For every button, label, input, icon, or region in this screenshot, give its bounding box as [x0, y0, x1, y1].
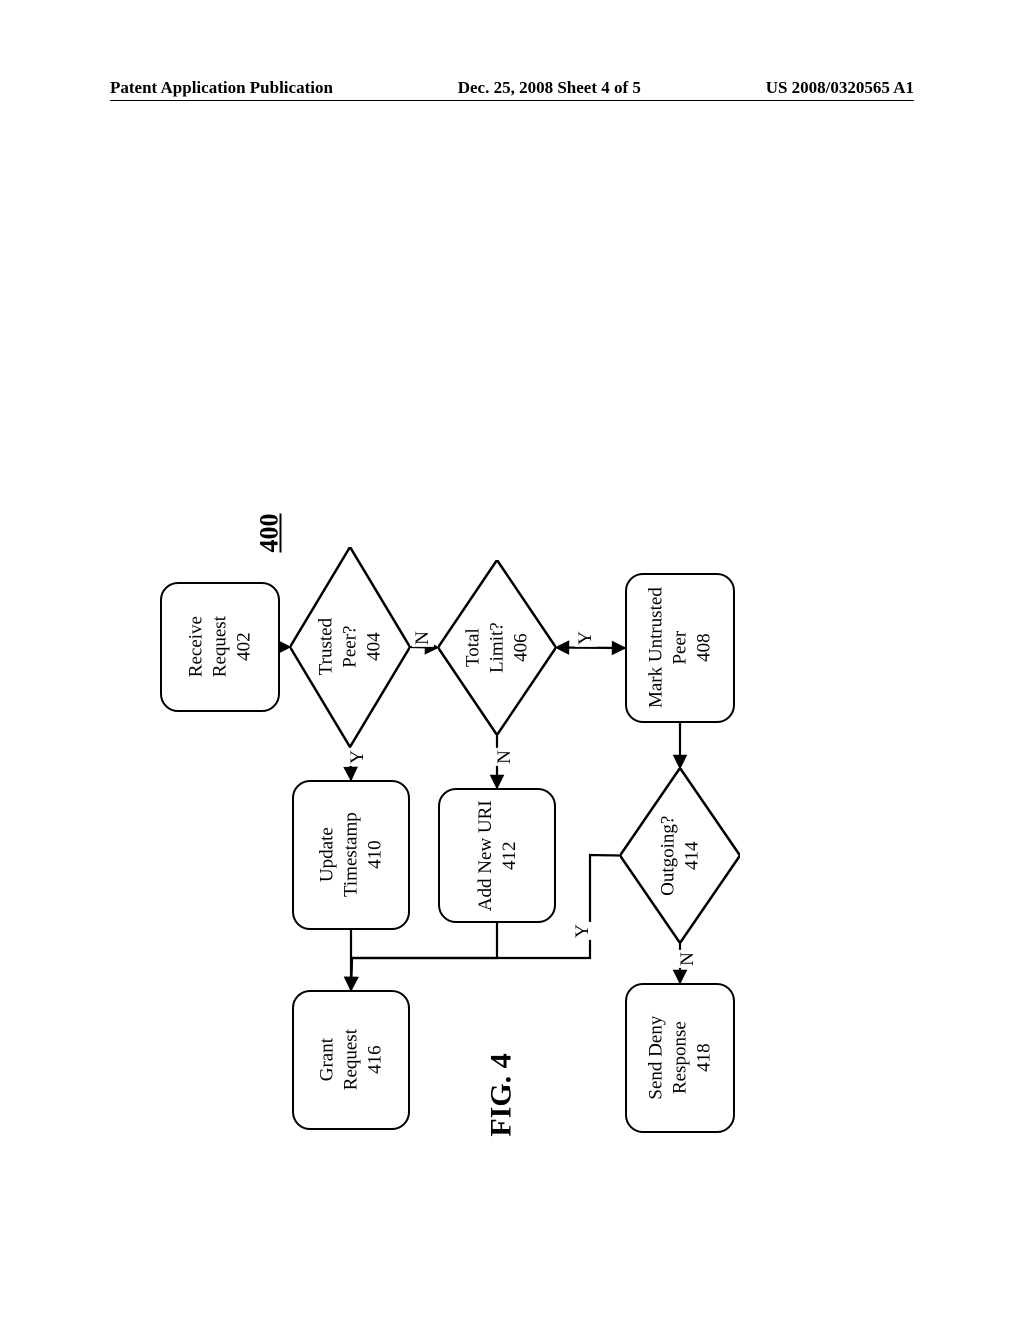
flow-box-n412: Add New URI412 [438, 788, 556, 923]
edge-label: Y [572, 922, 594, 940]
figure-caption: FIG. 4 [485, 1053, 519, 1136]
edge-label: Y [347, 748, 369, 766]
flow-decision-n406: TotalLimit?406 [438, 560, 556, 735]
flow-box-n416: GrantRequest416 [292, 990, 410, 1130]
figure-number: 400 [255, 514, 285, 553]
flow-box-n402: ReceiveRequest402 [160, 582, 280, 712]
flow-box-n410: UpdateTimestamp410 [292, 780, 410, 930]
flow-decision-n404: TrustedPeer?404 [290, 547, 410, 747]
edge-label: N [677, 950, 699, 968]
edge-label: N [494, 748, 516, 766]
flow-box-n408: Mark UntrustedPeer408 [625, 573, 735, 723]
flow-box-n418: Send DenyResponse418 [625, 983, 735, 1133]
edge-label: N [412, 629, 434, 647]
edge-label: Y [575, 629, 597, 647]
flow-decision-n414: Outgoing?414 [620, 768, 740, 943]
